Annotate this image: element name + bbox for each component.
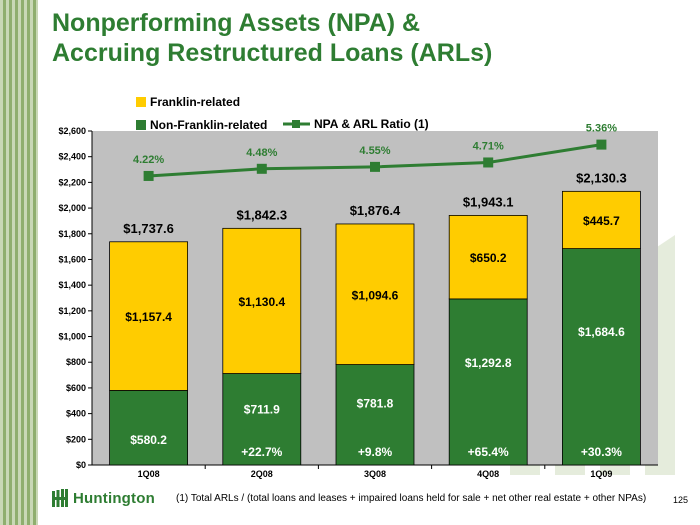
legend-label-ratio: NPA & ARL Ratio (1) <box>314 117 429 131</box>
bar-label-franklin: $650.2 <box>470 251 507 265</box>
footer: Huntington (1) Total ARLs / (total loans… <box>52 486 692 516</box>
bar-total-label: $1,842.3 <box>236 207 287 222</box>
growth-label: +9.8% <box>358 445 393 459</box>
y-tick-label: $2,000 <box>58 203 86 213</box>
ratio-label: 4.71% <box>473 140 504 152</box>
bar-franklin <box>448 214 528 300</box>
ratio-label: 4.55% <box>359 145 390 157</box>
bar-label-non-franklin: $711.9 <box>244 402 280 416</box>
bar-total-label: $1,876.4 <box>350 203 401 218</box>
bar-non-franklin <box>562 248 641 466</box>
x-tick-label: 2Q08 <box>251 469 273 479</box>
bar-non-franklin <box>109 390 188 466</box>
y-tick-label: $2,200 <box>58 177 86 187</box>
ratio-point <box>596 139 607 150</box>
y-tick-label: $2,400 <box>58 152 86 162</box>
ratio-label: 5.36% <box>586 123 617 135</box>
x-tick-label: 4Q08 <box>477 469 499 479</box>
bar-label-non-franklin: $1,292.8 <box>465 356 512 370</box>
y-tick-label: $400 <box>66 409 86 419</box>
y-tick-label: $1,800 <box>58 229 86 239</box>
y-tick-label: $1,600 <box>58 254 86 264</box>
growth-label: +65.4% <box>468 445 509 459</box>
y-tick-label: $0 <box>76 460 86 470</box>
ratio-label: 4.48% <box>246 147 277 159</box>
bar-label-franklin: $1,130.4 <box>238 295 285 309</box>
bar-franklin <box>222 227 302 374</box>
bar-label-franklin: $445.7 <box>583 214 620 228</box>
growth-label: +22.7% <box>241 445 282 459</box>
bar-label-franklin: $1,094.6 <box>352 288 399 302</box>
ratio-point <box>143 170 154 181</box>
page-title: Nonperforming Assets (NPA) & Accruing Re… <box>52 8 492 68</box>
x-tick-label: 1Q09 <box>590 469 612 479</box>
huntington-logo: Huntington <box>52 489 155 507</box>
ratio-point <box>370 161 380 172</box>
ratio-point <box>256 163 267 174</box>
x-tick-label: 3Q08 <box>364 469 386 479</box>
x-tick-label: 1Q08 <box>138 469 160 479</box>
bar-franklin <box>335 223 415 365</box>
title-line-2: Accruing Restructured Loans (ARLs) <box>52 39 493 67</box>
legend-swatch-franklin <box>136 97 146 107</box>
y-tick-label: $1,200 <box>58 306 86 316</box>
page-number: 125 <box>672 495 688 505</box>
legend-swatch-non-franklin <box>136 120 146 130</box>
legend-label-non-franklin: Non-Franklin-related <box>150 118 267 132</box>
bar-label-franklin: $1,157.4 <box>125 310 172 324</box>
y-tick-label: $1,400 <box>58 280 86 290</box>
bar-total-label: $2,130.3 <box>576 170 627 185</box>
growth-label: +30.3% <box>581 445 622 459</box>
y-tick-label: $2,600 <box>58 126 86 136</box>
bar-total-label: $1,737.6 <box>123 221 174 236</box>
ratio-label: 4.22% <box>133 154 164 166</box>
title-line-1: Nonperforming Assets (NPA) & <box>52 9 421 37</box>
npa-chart: $0 $200 $400 $600 $800 $1,000 $1,200 $1,400 $1,6… <box>58 95 658 479</box>
ratio-point <box>483 157 494 168</box>
y-tick-label: $800 <box>66 357 86 367</box>
logo-text: Huntington <box>73 489 155 507</box>
huntington-logo-icon <box>52 489 68 507</box>
bar-total-label: $1,943.1 <box>463 194 514 209</box>
y-tick-label: $1,000 <box>58 332 86 342</box>
bar-label-non-franklin: $580.2 <box>130 433 167 447</box>
bar-non-franklin <box>448 298 528 466</box>
legend-label-franklin: Franklin-related <box>150 95 240 109</box>
bar-franklin <box>562 190 641 249</box>
y-tick-label: $200 <box>66 434 86 444</box>
bar-franklin <box>109 241 188 391</box>
bar-label-non-franklin: $1,684.6 <box>578 325 625 339</box>
bar-non-franklin <box>222 373 302 466</box>
decorative-stripes <box>0 0 38 525</box>
bar-label-non-franklin: $781.8 <box>357 397 394 411</box>
y-tick-label: $600 <box>66 383 86 393</box>
legend-marker-ratio <box>292 120 300 128</box>
footnote: (1) Total ARLs / (total loans and leases… <box>176 493 647 504</box>
bar-non-franklin <box>335 364 415 466</box>
